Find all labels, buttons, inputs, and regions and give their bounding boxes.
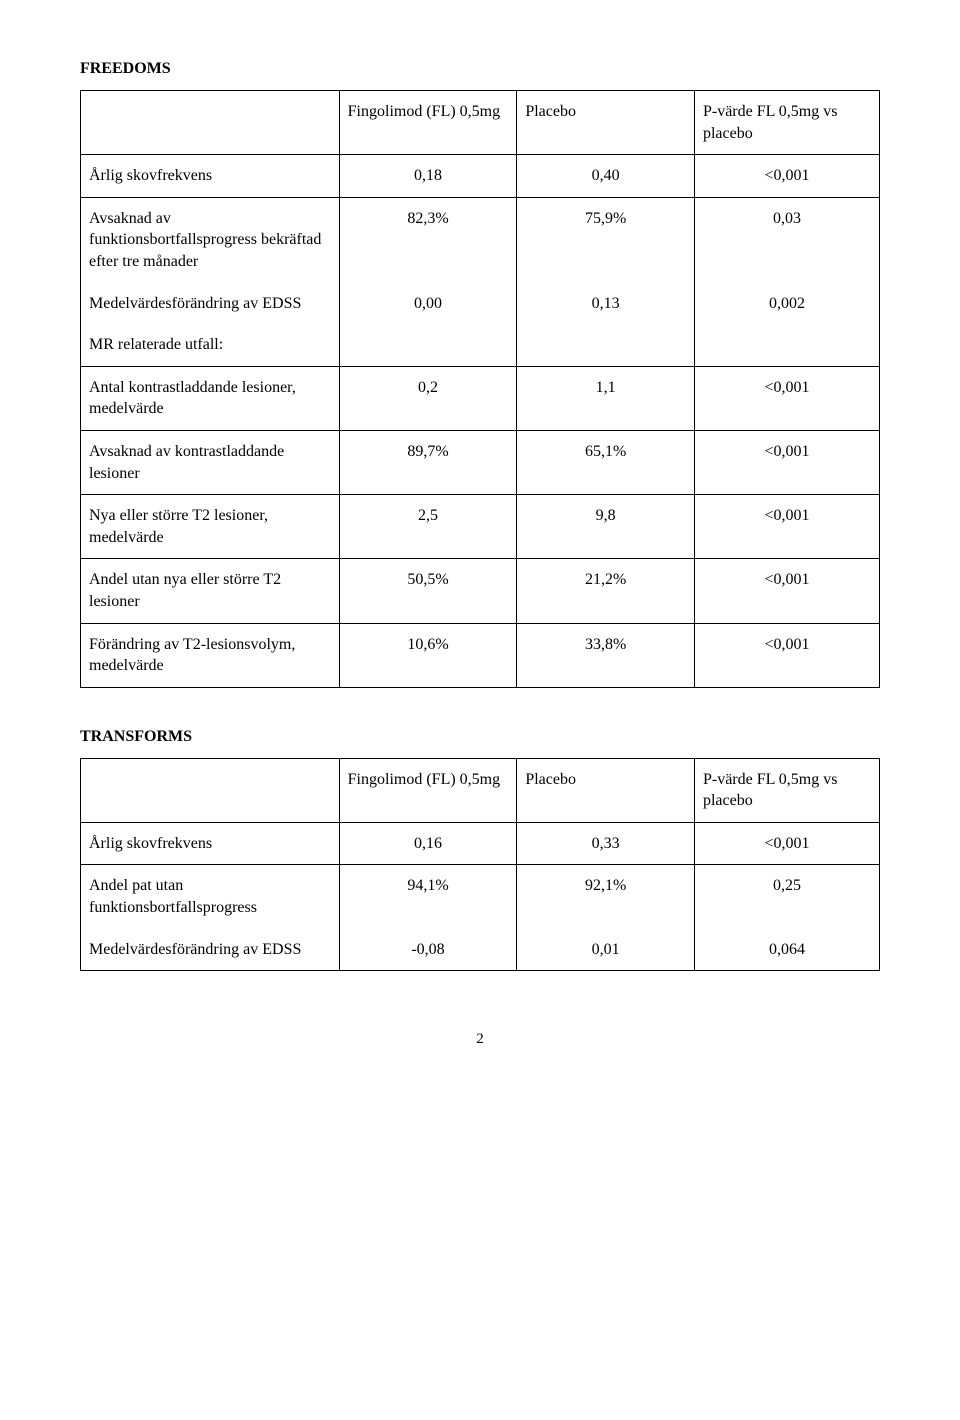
cell: 0,33 (517, 822, 695, 865)
row-label: Antal kontrastladdande lesioner, medelvä… (81, 366, 340, 430)
table1-title: FREEDOMS (80, 60, 880, 78)
cell: 0,064 (694, 929, 879, 971)
cell: 0,01 (517, 929, 695, 971)
table-transforms: Fingolimod (FL) 0,5mg Placebo P-värde FL… (80, 758, 880, 972)
cell: 75,9% (517, 197, 695, 282)
cell: 1,1 (517, 366, 695, 430)
cell: <0,001 (694, 430, 879, 494)
row-label: Medelvärdesförändring av EDSS (81, 283, 340, 325)
header-colC: P-värde FL 0,5mg vs placebo (694, 91, 879, 155)
cell (517, 324, 695, 366)
cell: 94,1% (339, 865, 517, 929)
cell: 0,25 (694, 865, 879, 929)
header-blank (81, 91, 340, 155)
cell: 21,2% (517, 559, 695, 623)
row-label: Årlig skovfrekvens (81, 822, 340, 865)
cell: <0,001 (694, 155, 879, 198)
cell (694, 324, 879, 366)
cell: 0,13 (517, 283, 695, 325)
cell: 10,6% (339, 623, 517, 687)
cell: 65,1% (517, 430, 695, 494)
cell: 0,18 (339, 155, 517, 198)
row-label: Årlig skovfrekvens (81, 155, 340, 198)
row-label: Andel pat utan funktionsbortfallsprogres… (81, 865, 340, 929)
header-colB: Placebo (517, 758, 695, 822)
cell: 50,5% (339, 559, 517, 623)
row-label: Förändring av T2-lesionsvolym, medelvärd… (81, 623, 340, 687)
row-label: Andel utan nya eller större T2 lesioner (81, 559, 340, 623)
table2-title: TRANSFORMS (80, 728, 880, 746)
cell: 0,16 (339, 822, 517, 865)
cell: 92,1% (517, 865, 695, 929)
header-colA: Fingolimod (FL) 0,5mg (339, 758, 517, 822)
cell: 0,2 (339, 366, 517, 430)
row-label: Medelvärdesförändring av EDSS (81, 929, 340, 971)
header-colB: Placebo (517, 91, 695, 155)
cell: 0,002 (694, 283, 879, 325)
row-label: Nya eller större T2 lesioner, medelvärde (81, 495, 340, 559)
cell: 82,3% (339, 197, 517, 282)
row-label: Avsaknad av funktionsbortfallsprogress b… (81, 197, 340, 282)
cell: <0,001 (694, 495, 879, 559)
cell: 0,03 (694, 197, 879, 282)
cell: 2,5 (339, 495, 517, 559)
cell: 89,7% (339, 430, 517, 494)
cell: 0,40 (517, 155, 695, 198)
page-number: 2 (80, 1031, 880, 1048)
cell: <0,001 (694, 623, 879, 687)
cell: <0,001 (694, 366, 879, 430)
cell: 33,8% (517, 623, 695, 687)
header-blank (81, 758, 340, 822)
cell: 0,00 (339, 283, 517, 325)
cell: 9,8 (517, 495, 695, 559)
cell: <0,001 (694, 559, 879, 623)
header-colA: Fingolimod (FL) 0,5mg (339, 91, 517, 155)
cell (339, 324, 517, 366)
row-label: Avsaknad av kontrastladdande lesioner (81, 430, 340, 494)
cell: <0,001 (694, 822, 879, 865)
cell: -0,08 (339, 929, 517, 971)
header-colC: P-värde FL 0,5mg vs placebo (694, 758, 879, 822)
row-label: MR relaterade utfall: (81, 324, 340, 366)
table-freedoms: Fingolimod (FL) 0,5mg Placebo P-värde FL… (80, 90, 880, 688)
